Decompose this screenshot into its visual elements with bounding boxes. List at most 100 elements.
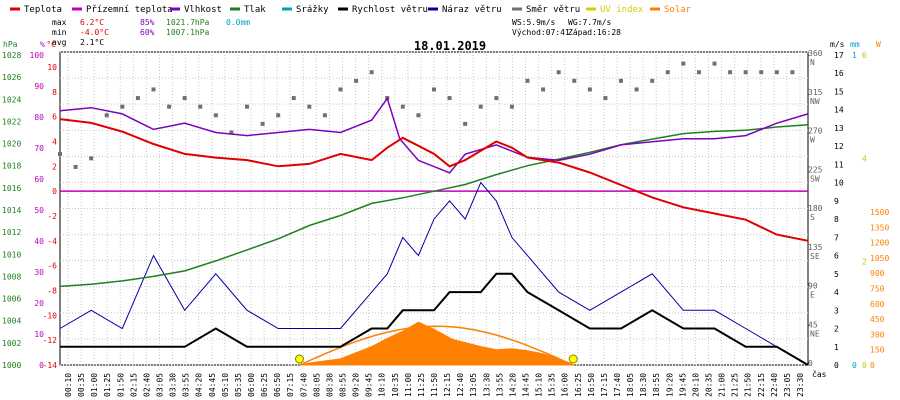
wind-dir-point xyxy=(198,104,203,109)
ms-tick: 13 xyxy=(834,124,844,133)
x-tick-label: 05:35 xyxy=(234,373,243,397)
legend-label: Náraz větru xyxy=(442,5,502,15)
x-tick-label: 06:25 xyxy=(260,373,269,397)
dir-tick: 315 xyxy=(808,88,823,97)
dir-label: NW xyxy=(810,97,820,106)
wind-dir-point xyxy=(774,70,779,75)
ms-tick: 0 xyxy=(834,361,839,370)
x-tick-label: 10:35 xyxy=(391,373,400,397)
w-unit: W xyxy=(876,40,881,49)
wind-dir-point xyxy=(338,87,343,92)
wind-dir-point xyxy=(759,70,764,75)
mm-tick: 1 xyxy=(852,51,857,60)
solar-theory-curve xyxy=(299,325,574,366)
temp-tick: 6 xyxy=(52,113,57,122)
temp-tick: -6 xyxy=(47,262,57,271)
ms-tick: 9 xyxy=(834,197,839,206)
wind-dir-point xyxy=(541,87,546,92)
ms-tick: 11 xyxy=(834,160,844,169)
x-tick-label: 11:00 xyxy=(404,373,413,397)
wind-dir-point xyxy=(743,70,748,75)
mm-unit: mm xyxy=(850,40,860,49)
x-axis-label: čas xyxy=(812,369,827,379)
wind-dir-point xyxy=(276,113,281,118)
hpa-unit: hPa xyxy=(3,40,18,49)
w-tick: 450 xyxy=(870,315,885,324)
legend-label: Směr větru xyxy=(526,5,580,15)
x-tick-label: 03:05 xyxy=(156,373,165,397)
chart-title: 18.01.2019 xyxy=(414,39,486,53)
x-tick-label: 23:05 xyxy=(783,373,792,397)
x-tick-label: 19:45 xyxy=(678,373,687,397)
wind-dir-point xyxy=(369,70,374,75)
wind-dir-point xyxy=(229,130,234,135)
stat-label: avg xyxy=(52,38,67,47)
x-tick-label: 20:35 xyxy=(705,373,714,397)
w-tick: 900 xyxy=(870,269,885,278)
hpa-tick: 1012 xyxy=(2,228,21,237)
stat-pressure: 1007.1hPa xyxy=(166,28,210,37)
hpa-tick: 1016 xyxy=(2,184,21,193)
w-tick: 150 xyxy=(870,346,885,355)
x-tick-label: 02:40 xyxy=(142,373,151,397)
dir-tick: 45 xyxy=(808,320,818,329)
wind-dir-point xyxy=(463,121,468,126)
x-tick-label: 06:00 xyxy=(247,373,256,397)
ms-tick: 3 xyxy=(834,306,839,315)
wind-dir-point xyxy=(213,113,218,118)
pct-tick: 20 xyxy=(34,299,44,308)
x-tick-label: 12:15 xyxy=(443,373,452,397)
uv-tick: 2 xyxy=(862,258,867,267)
x-tick-label: 10:10 xyxy=(378,373,387,397)
x-tick-label: 08:05 xyxy=(312,373,321,397)
ms-tick: 17 xyxy=(834,51,844,60)
x-tick-label: 01:25 xyxy=(103,373,112,397)
x-tick-label: 22:40 xyxy=(770,373,779,397)
wind-dir-point xyxy=(73,164,78,169)
wind-dir-point xyxy=(58,152,62,157)
x-tick-label: 04:45 xyxy=(208,373,217,397)
x-tick-label: 09:45 xyxy=(365,373,374,397)
stat-rain: 0.0mm xyxy=(226,18,250,27)
pct-tick: 10 xyxy=(34,330,44,339)
wind-dir-point xyxy=(696,70,701,75)
stat-temp: 2.1°C xyxy=(80,38,104,47)
wind-dir-point xyxy=(494,96,499,101)
temp-tick: 0 xyxy=(52,187,57,196)
wind-dir-point xyxy=(728,70,733,75)
sunrise-marker xyxy=(294,354,304,364)
wind-dir-point xyxy=(307,104,312,109)
x-tick-label: 02:15 xyxy=(129,373,138,397)
temp-tick: -2 xyxy=(47,212,57,221)
wind-dir-point xyxy=(291,96,296,101)
pct-tick: 50 xyxy=(34,206,44,215)
wind-gust-line xyxy=(59,181,809,366)
x-tick-label: 13:05 xyxy=(469,373,478,397)
pct-unit: % xyxy=(40,40,45,49)
stat-label: max xyxy=(52,18,67,27)
w-tick: 0 xyxy=(870,361,875,370)
hpa-tick: 1008 xyxy=(2,272,21,281)
x-tick-label: 17:40 xyxy=(613,373,622,397)
wind-dir-point xyxy=(665,70,670,75)
x-tick-label: 16:25 xyxy=(574,373,583,397)
wind-dir-point xyxy=(509,104,514,109)
x-tick-label: 12:40 xyxy=(456,373,465,397)
dir-label: W xyxy=(810,136,815,145)
x-tick-label: 18:30 xyxy=(639,373,648,397)
x-tick-label: 13:30 xyxy=(482,373,491,397)
x-tick-label: 08:30 xyxy=(325,373,334,397)
wind-dir-point xyxy=(322,113,327,118)
pct-tick: 100 xyxy=(30,51,45,60)
dir-tick: 225 xyxy=(808,165,823,174)
temp-tick: 8 xyxy=(52,88,57,97)
ms-tick: 6 xyxy=(834,252,839,261)
x-tick-label: 03:30 xyxy=(169,373,178,397)
legend-label: Rychlost větru xyxy=(352,5,428,15)
temp-tick: -8 xyxy=(47,287,57,296)
hpa-tick: 1014 xyxy=(2,206,21,215)
wind-dir-point xyxy=(400,104,405,109)
pct-tick: 70 xyxy=(34,144,44,153)
sunset-info: Západ:16:28 xyxy=(568,28,621,37)
